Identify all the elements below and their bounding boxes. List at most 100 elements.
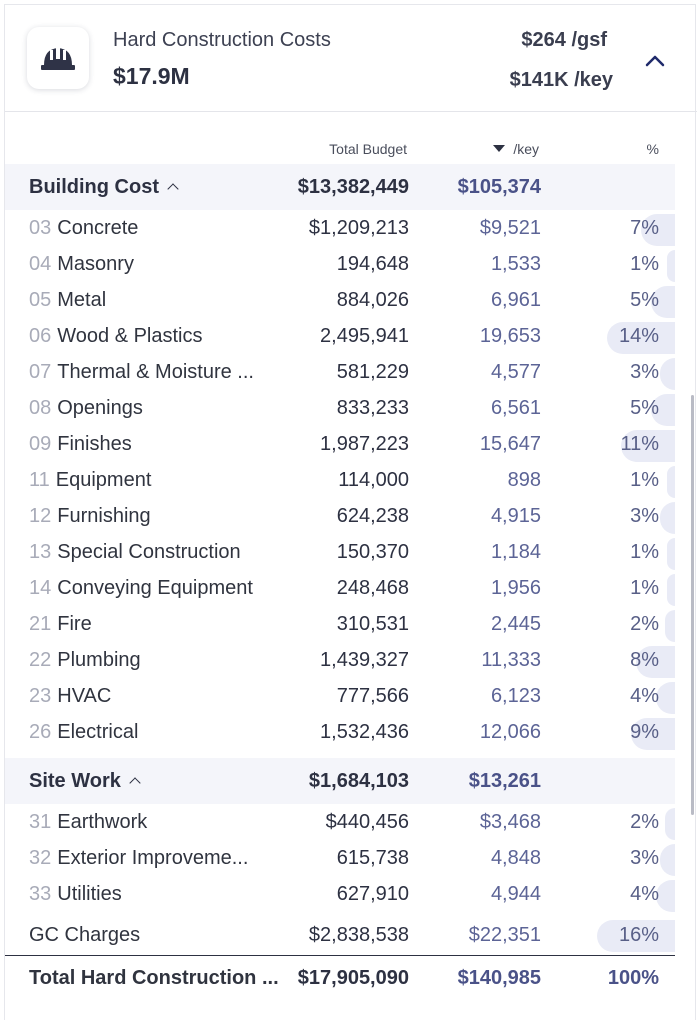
- table-row[interactable]: 26 Electrical 1,532,436 12,066 9%: [5, 716, 675, 752]
- row-code: 04: [29, 253, 52, 275]
- row-percent: 3%: [630, 361, 659, 383]
- row-total-budget: 624,238: [336, 505, 409, 527]
- row-label: 12 Furnishing: [29, 505, 151, 528]
- group-per-key: $13,261: [468, 770, 541, 792]
- row-percent: 11%: [620, 433, 659, 455]
- table-row[interactable]: 22 Plumbing 1,439,327 11,333 8%: [5, 644, 675, 680]
- row-total-budget: 1,439,327: [320, 649, 409, 671]
- row-per-key: 12,066: [479, 721, 541, 743]
- table-row[interactable]: 11 Equipment 114,000 898 1%: [5, 464, 675, 500]
- row-label: 11 Equipment: [29, 469, 151, 492]
- total-per-key: $140,985: [457, 967, 541, 989]
- column-header-total-budget[interactable]: Total Budget: [329, 141, 407, 157]
- row-name: Concrete: [57, 217, 139, 239]
- row-per-key: 4,944: [490, 883, 541, 905]
- row-total-budget: 777,566: [336, 685, 409, 707]
- row-code: 22: [29, 649, 52, 671]
- percent-bar: [650, 286, 675, 318]
- group-row[interactable]: Site Work $1,684,103 $13,261: [5, 758, 675, 804]
- row-per-key: 1,184: [490, 541, 541, 563]
- row-per-key: $22,351: [468, 924, 541, 946]
- column-header-percent[interactable]: %: [646, 141, 659, 157]
- group-row[interactable]: Building Cost $13,382,449 $105,374: [5, 164, 675, 210]
- row-percent: 8%: [630, 649, 659, 671]
- table-row[interactable]: 14 Conveying Equipment 248,468 1,956 1%: [5, 572, 675, 608]
- row-percent: 5%: [630, 289, 659, 311]
- percent-bar: [667, 574, 675, 606]
- row-code: 06: [29, 325, 52, 347]
- row-per-key: 4,577: [490, 361, 541, 383]
- row-percent: 5%: [630, 397, 659, 419]
- group-label: Building Cost: [29, 176, 179, 199]
- row-total-budget: 1,532,436: [320, 721, 409, 743]
- total-row: Total Hard Construction ... $17,905,090 $1…: [5, 967, 675, 1003]
- column-header-per-key[interactable]: /key: [493, 141, 539, 157]
- header-title: Hard Construction Costs: [113, 29, 331, 51]
- row-label: 13 Special Construction: [29, 541, 241, 564]
- table-row[interactable]: 08 Openings 833,233 6,561 5%: [5, 392, 675, 428]
- table-row[interactable]: 13 Special Construction 150,370 1,184 1%: [5, 536, 675, 572]
- percent-bar: [665, 610, 675, 642]
- row-code: 11: [29, 469, 50, 491]
- row-percent: 2%: [630, 613, 659, 635]
- group-name: Site Work: [29, 770, 121, 792]
- row-code: 21: [29, 613, 52, 635]
- collapse-chevron-up-icon[interactable]: [641, 49, 669, 73]
- row-per-key: 898: [507, 469, 541, 491]
- percent-bar: [597, 920, 675, 952]
- chevron-up-icon[interactable]: [129, 777, 141, 789]
- row-name: HVAC: [57, 685, 112, 707]
- percent-bar: [631, 718, 675, 750]
- row-per-key: 11,333: [481, 649, 541, 671]
- row-per-key: 1,533: [490, 253, 541, 275]
- row-name: Wood & Plastics: [57, 325, 203, 347]
- table-row[interactable]: 04 Masonry 194,648 1,533 1%: [5, 248, 675, 284]
- table-row[interactable]: 09 Finishes 1,987,223 15,647 11%: [5, 428, 675, 464]
- table-row[interactable]: 32 Exterior Improveme... 615,738 4,848 3%: [5, 842, 675, 878]
- row-label: 04 Masonry: [29, 253, 134, 276]
- row-percent: 16%: [618, 924, 659, 946]
- row-name: Masonry: [57, 253, 134, 275]
- table-row[interactable]: 31 Earthwork $440,456 $3,468 2%: [5, 806, 675, 842]
- row-per-key: 19,653: [479, 325, 541, 347]
- row-total-budget: 194,648: [336, 253, 409, 275]
- table-row[interactable]: 05 Metal 884,026 6,961 5%: [5, 284, 675, 320]
- table-row[interactable]: 06 Wood & Plastics 2,495,941 19,653 14%: [5, 320, 675, 356]
- row-code: 05: [29, 289, 52, 311]
- row-per-key: 6,123: [490, 685, 541, 707]
- row-label: 05 Metal: [29, 289, 106, 312]
- row-total-budget: 1,987,223: [320, 433, 409, 455]
- row-code: 13: [29, 541, 52, 563]
- hard-hat-icon: [27, 27, 89, 89]
- row-name: Plumbing: [57, 649, 141, 671]
- row-per-key: $3,468: [479, 811, 541, 833]
- percent-bar: [655, 880, 675, 912]
- table-row[interactable]: 07 Thermal & Moisture ... 581,229 4,577 3%: [5, 356, 675, 392]
- row-code: 07: [29, 361, 52, 383]
- row-code: 32: [29, 847, 52, 869]
- row-per-key: 1,956: [490, 577, 541, 599]
- row-per-key: 6,961: [490, 289, 541, 311]
- group-total-budget: $13,382,449: [297, 176, 409, 198]
- row-code: 09: [29, 433, 52, 455]
- table-row[interactable]: 03 Concrete $1,209,213 $9,521 7%: [5, 212, 675, 248]
- row-name: Earthwork: [57, 811, 148, 833]
- percent-bar: [660, 358, 675, 390]
- table-row[interactable]: GC Charges $2,838,538 $22,351 16%: [5, 918, 675, 954]
- group-total-budget: $1,684,103: [308, 770, 409, 792]
- table-row[interactable]: 21 Fire 310,531 2,445 2%: [5, 608, 675, 644]
- row-label: GC Charges: [29, 924, 140, 947]
- chevron-up-icon[interactable]: [167, 183, 179, 195]
- scrollbar[interactable]: [691, 395, 694, 815]
- row-label: 23 HVAC: [29, 685, 111, 708]
- table-row[interactable]: 23 HVAC 777,566 6,123 4%: [5, 680, 675, 716]
- row-percent: 14%: [618, 325, 659, 347]
- row-total-budget: 615,738: [336, 847, 409, 869]
- table-row[interactable]: 33 Utilities 627,910 4,944 4%: [5, 878, 675, 914]
- table-row[interactable]: 12 Furnishing 624,238 4,915 3%: [5, 500, 675, 536]
- row-name: Thermal & Moisture ...: [57, 361, 254, 383]
- percent-bar: [640, 214, 675, 246]
- total-divider: [5, 955, 675, 956]
- row-percent: 1%: [630, 469, 659, 491]
- percent-bar: [667, 466, 675, 498]
